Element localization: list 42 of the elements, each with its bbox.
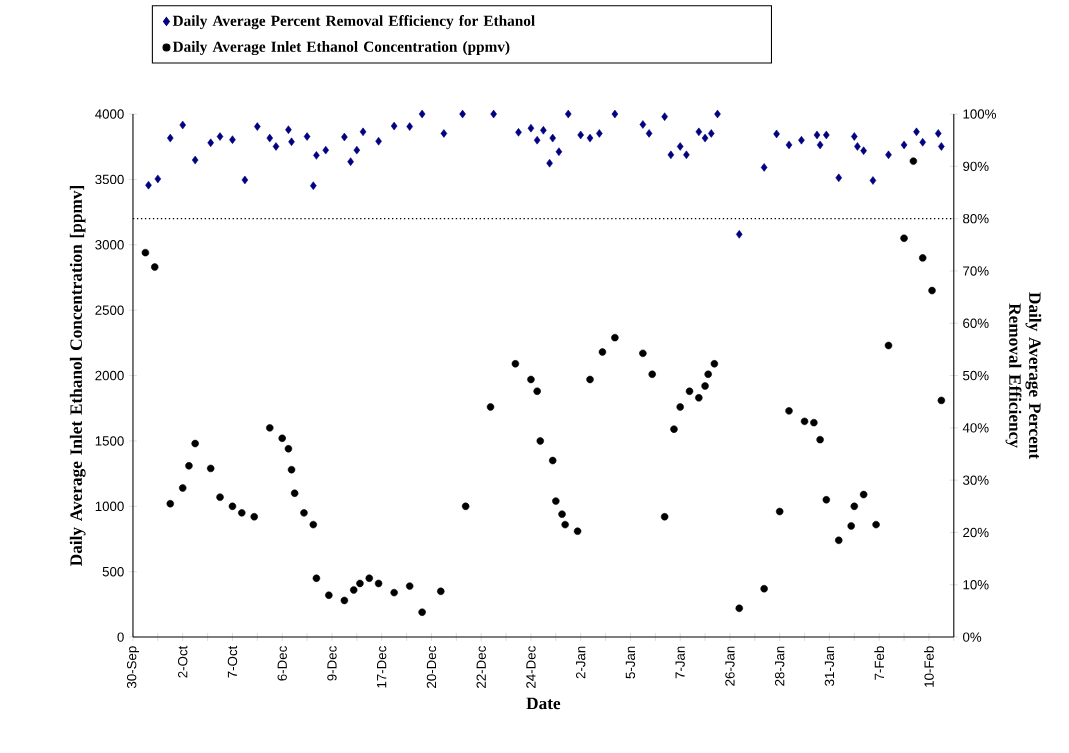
y2-axis-title: Daily Average Percent Removal Efficiency xyxy=(1005,292,1042,460)
x-tick-label: 2-Oct xyxy=(178,645,188,678)
x-tick-label: 17-Dec xyxy=(377,646,387,688)
y-tick-label: 2000 xyxy=(95,370,124,381)
x-tick-label: 9-Dec xyxy=(327,646,337,681)
y2-tick-label: 10% xyxy=(963,580,989,590)
x-tick-label: 7-Oct xyxy=(227,645,238,678)
legend-label: Daily Average Percent Removal Efficiency for Ethanol xyxy=(172,15,535,30)
y-tick-label: 1000 xyxy=(95,501,124,511)
x-tick-label: 7-Jan xyxy=(675,646,685,679)
y2-tick-label: 30% xyxy=(962,475,989,485)
y2-tick-label: 60% xyxy=(963,318,989,328)
legend-label: Daily Average Inlet Ethanol Concentration (ppmv) xyxy=(172,41,510,56)
x-tick-label: 22-Dec xyxy=(476,646,486,688)
x-tick-label: 20-Dec xyxy=(426,646,437,688)
y-tick-label: 3500 xyxy=(95,174,124,185)
y2-tick-label: 0% xyxy=(963,632,982,642)
x-tick-label: 7-Feb xyxy=(874,646,885,680)
x-tick-label: 30-Sep xyxy=(126,646,139,689)
x-tick-label: 24-Dec xyxy=(526,646,536,688)
y-tick-label: 4000 xyxy=(95,109,124,119)
x-tick-label: 26-Jan xyxy=(725,646,735,686)
x-tick-label: 31-Jan xyxy=(824,646,835,686)
y-tick-label: 500 xyxy=(102,566,124,577)
x-tick-label: 28-Jan xyxy=(774,646,785,686)
y2-tick-label: 90% xyxy=(963,161,989,172)
y2-tick-label: 70% xyxy=(963,266,989,276)
y-tick-label: 3000 xyxy=(95,240,124,250)
y2-tick-label: 20% xyxy=(963,527,989,538)
y-tick-label: 0 xyxy=(117,632,124,642)
y2-tick-label: 50% xyxy=(963,370,989,381)
y2-tick-label: 40% xyxy=(962,423,989,433)
x-tick-label: 6-Dec xyxy=(277,646,287,681)
x-tick-label: 2-Jan xyxy=(576,646,586,679)
y2-tick-label: 80% xyxy=(963,213,989,224)
x-axis-title: Date xyxy=(526,697,561,710)
y-tick-label: 2500 xyxy=(95,305,124,315)
y2-tick-label: 100% xyxy=(963,109,996,119)
y-tick-label: 1500 xyxy=(95,436,124,446)
x-tick-label: 10-Feb xyxy=(924,646,934,687)
x-tick-label: 5-Jan xyxy=(625,646,636,679)
y-axis-title: Daily Average Inlet Ethanol Concentration [ppmv] xyxy=(69,186,86,566)
